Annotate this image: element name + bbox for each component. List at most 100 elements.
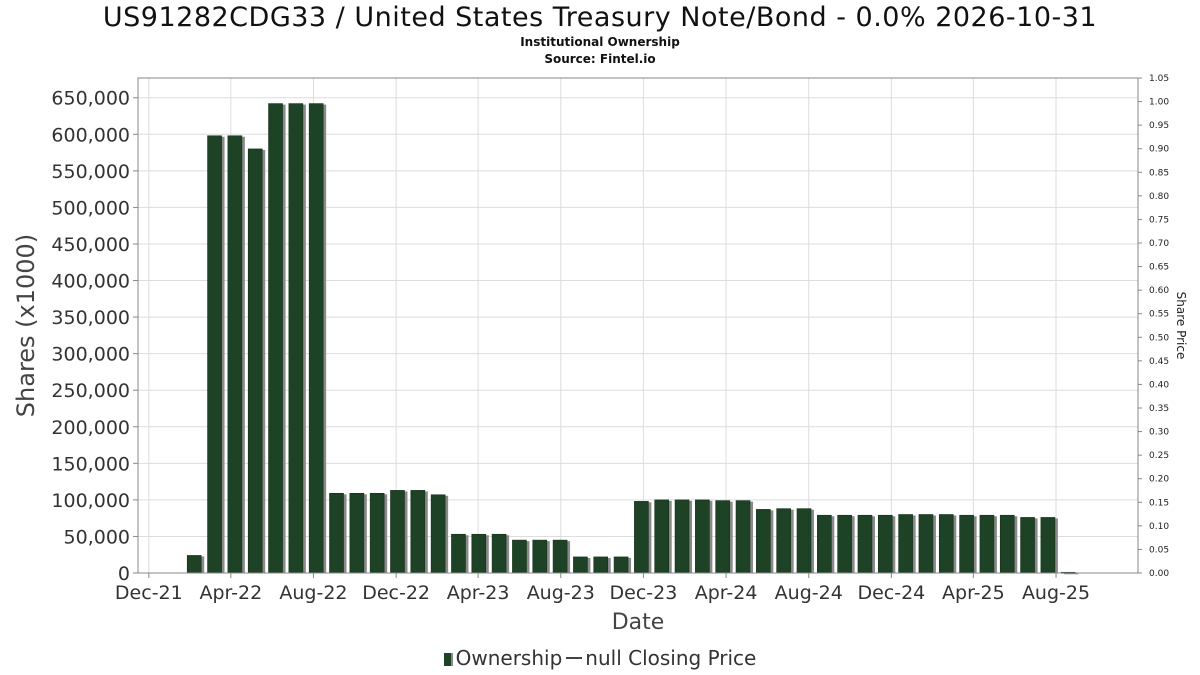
- x-tick-label: Dec-24: [857, 582, 925, 604]
- y-tick-label: 300,000: [51, 344, 130, 366]
- ownership-legend-swatch: [443, 653, 453, 666]
- y2-tick-label: 0.75: [1149, 215, 1169, 225]
- y2-tick-label: 1.05: [1149, 74, 1169, 84]
- ownership-bar: [410, 490, 426, 574]
- x-tick-label: Apr-24: [695, 582, 758, 604]
- y-axis-title: Shares (x1000): [12, 234, 40, 417]
- x-tick-label: Apr-23: [447, 582, 510, 604]
- ownership-bar: [186, 555, 202, 574]
- ownership-bar: [654, 499, 670, 574]
- price-legend-label: null Closing Price: [585, 646, 757, 670]
- ownership-bar: [329, 493, 344, 574]
- ownership-bar: [715, 500, 730, 574]
- ownership-bar: [369, 493, 385, 574]
- ownership-legend-label: Ownership: [455, 646, 563, 670]
- x-tick-label: Dec-21: [115, 582, 183, 604]
- y2-tick-label: 0.50: [1149, 333, 1169, 343]
- y2-tick-label: 0.05: [1149, 545, 1169, 555]
- ownership-bar: [349, 493, 365, 574]
- ownership-bar: [756, 509, 771, 574]
- x-tick-label: Aug-24: [775, 582, 843, 604]
- price-legend-swatch: [566, 657, 583, 659]
- y2-axis-title: Share Price: [1174, 292, 1188, 360]
- y2-tick-label: 0.55: [1149, 310, 1169, 320]
- ownership-bar: [999, 514, 1015, 574]
- ownership-bar: [674, 499, 690, 574]
- ownership-bar: [613, 556, 629, 574]
- ownership-bar: [918, 514, 934, 574]
- y-tick-label: 450,000: [51, 234, 130, 256]
- ownership-bar: [938, 514, 954, 574]
- plot-frame: [137, 77, 1139, 574]
- y2-tick-label: 0.10: [1149, 522, 1169, 532]
- y-tick-label: 500,000: [51, 197, 130, 219]
- ownership-bar-shadow: [1064, 573, 1079, 575]
- ownership-bar: [735, 500, 751, 574]
- ownership-bar: [898, 514, 913, 574]
- ownership-bar: [471, 533, 487, 574]
- ownership-bar: [491, 533, 507, 574]
- x-tick-label: Apr-22: [199, 582, 262, 604]
- ownership-bar: [837, 514, 852, 574]
- y-tick-label: 50,000: [64, 526, 130, 548]
- ownership-bar: [268, 103, 283, 574]
- y2-tick-label: 0.25: [1149, 451, 1169, 461]
- ownership-bar: [430, 494, 446, 574]
- chart-subtitle: Institutional Ownership: [520, 35, 680, 49]
- ownership-bar: [390, 490, 405, 574]
- x-tick-label: Aug-22: [279, 582, 347, 604]
- y-tick-label: 650,000: [51, 88, 130, 110]
- chart-title: US91282CDG33 / United States Treasury No…: [102, 2, 1098, 33]
- ownership-bar: [959, 514, 974, 574]
- ownership-bar: [979, 514, 995, 574]
- ownership-bar: [573, 556, 588, 574]
- ownership-bar: [288, 103, 304, 574]
- y2-tick-label: 0.85: [1149, 168, 1169, 178]
- y-tick-label: 600,000: [51, 124, 130, 146]
- y-tick-label: 200,000: [51, 417, 130, 439]
- y2-tick-label: 0.00: [1149, 569, 1169, 579]
- ownership-bar: [247, 148, 263, 574]
- y-tick-label: 250,000: [51, 380, 130, 402]
- ownership-bar: [817, 514, 832, 574]
- x-tick-label: Dec-23: [610, 582, 678, 604]
- y2-tick-label: 0.70: [1149, 239, 1169, 249]
- ownership-bar: [207, 135, 222, 574]
- y2-tick-label: 1.00: [1149, 98, 1169, 108]
- ownership-bar: [634, 501, 649, 574]
- y2-tick-label: 0.30: [1149, 428, 1169, 438]
- ownership-bar: [1040, 517, 1056, 574]
- chart-legend: Ownership null Closing Price: [0, 646, 1200, 670]
- y-tick-label: 100,000: [51, 490, 130, 512]
- ownership-bar: [512, 539, 527, 574]
- ownership-bar: [1020, 517, 1035, 574]
- y2-tick-label: 0.45: [1149, 357, 1169, 367]
- y-tick-label: 400,000: [51, 271, 130, 293]
- ownership-bar: [451, 533, 466, 574]
- ownership-bar: [877, 514, 893, 574]
- plot-area: [137, 77, 1139, 574]
- ownership-bar: [308, 103, 324, 574]
- y2-tick-label: 0.20: [1149, 475, 1169, 485]
- x-tick-label: Apr-25: [942, 582, 1005, 604]
- chart-source: Source: Fintel.io: [544, 52, 656, 66]
- ownership-bar: [532, 539, 548, 574]
- ownership-bar: [857, 514, 873, 574]
- x-axis-title: Date: [612, 610, 665, 635]
- x-tick-label: Aug-23: [527, 582, 595, 604]
- ownership-bar: [593, 556, 609, 574]
- ownership-bar: [776, 508, 791, 574]
- y2-tick-label: 0.40: [1149, 380, 1169, 390]
- y-tick-label: 150,000: [51, 453, 130, 475]
- x-tick-label: Dec-22: [362, 582, 430, 604]
- x-tick-label: Aug-25: [1022, 582, 1090, 604]
- y2-tick-label: 0.90: [1149, 145, 1169, 155]
- ownership-bar: [552, 539, 568, 574]
- y2-tick-label: 0.80: [1149, 192, 1169, 202]
- y-tick-label: 550,000: [51, 161, 130, 183]
- y-tick-label: 350,000: [51, 307, 130, 329]
- ownership-bar: [695, 499, 710, 574]
- y2-tick-label: 0.60: [1149, 286, 1169, 296]
- ownership-bar: [796, 508, 812, 574]
